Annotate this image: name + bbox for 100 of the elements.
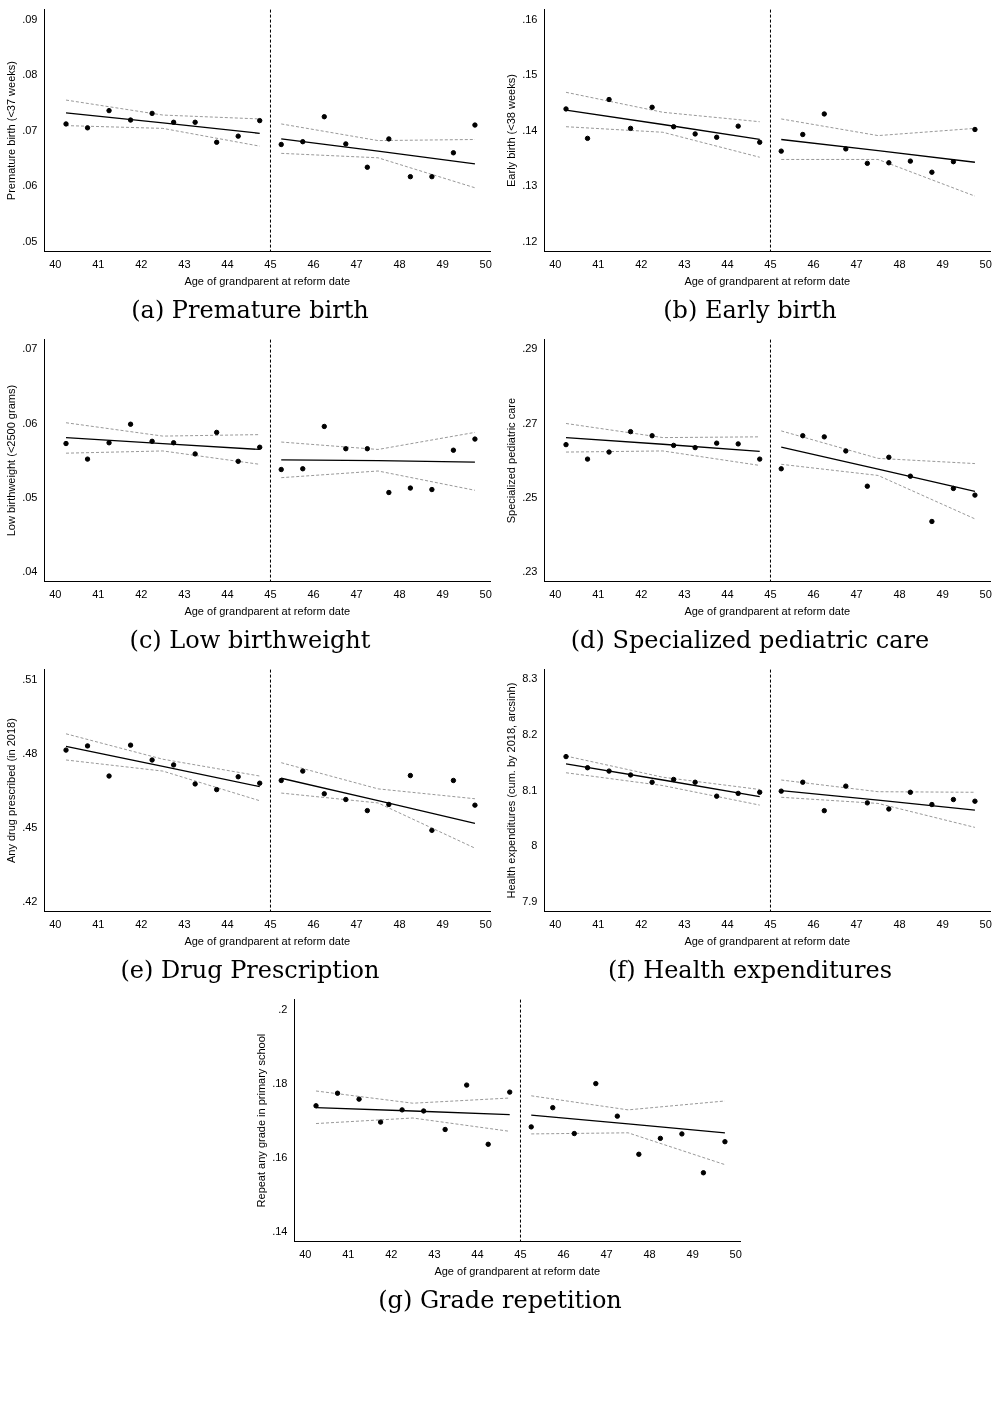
x-tick-label: 47 [850, 258, 863, 271]
x-tick-label: 44 [221, 258, 234, 271]
y-tick-label: .14 [522, 123, 538, 136]
x-tick-label: 48 [393, 918, 406, 931]
x-tick-label: 49 [936, 588, 949, 601]
y-tick-label: .16 [522, 12, 538, 25]
x-tick-label: 46 [807, 588, 820, 601]
y-tick-label: .45 [22, 820, 38, 833]
x-tick-label: 50 [479, 588, 492, 601]
y-tick-label: .06 [22, 179, 38, 192]
y-axis-title: Premature birth (<37 weeks) [4, 61, 17, 201]
y-tick-label: .42 [22, 894, 38, 907]
x-tick-label: 42 [385, 1248, 398, 1261]
text: (c) Low birthweight [129, 626, 371, 654]
x-axis-title: Age of grandparent at reform date [684, 935, 851, 948]
x-axis-title: Age of grandparent at reform date [184, 935, 351, 948]
x-tick-label: 42 [635, 588, 648, 601]
x-tick-label: 40 [49, 258, 62, 271]
y-tick-label: .12 [522, 234, 538, 247]
x-tick-label: 50 [979, 588, 992, 601]
x-tick-label: 49 [936, 918, 949, 931]
x-tick-label: 45 [264, 258, 277, 271]
y-axis-title: Specialized pediatric care [504, 397, 517, 524]
y-tick-label: .2 [278, 1002, 288, 1015]
x-tick-label: 48 [893, 588, 906, 601]
x-tick-label: 40 [49, 918, 62, 931]
x-tick-label: 41 [592, 918, 605, 931]
x-tick-label: 45 [764, 588, 777, 601]
x-tick-label: 46 [807, 918, 820, 931]
x-tick-label: 43 [678, 258, 691, 271]
x-tick-label: 40 [549, 918, 562, 931]
y-tick-label: 8.3 [522, 672, 538, 685]
text: (a) Premature birth [131, 296, 369, 324]
x-tick-label: 48 [893, 918, 906, 931]
x-tick-label: 49 [436, 918, 449, 931]
x-tick-label: 44 [721, 918, 734, 931]
x-tick-label: 41 [592, 258, 605, 271]
y-axis-title: Health expenditures (cum. by 2018, arcsinh) [504, 682, 517, 899]
y-tick-label: .05 [22, 490, 38, 503]
y-tick-label: .05 [22, 234, 38, 247]
y-tick-label: .29 [522, 342, 538, 355]
y-tick-label: .07 [22, 123, 38, 136]
x-axis-title: Age of grandparent at reform date [184, 275, 351, 288]
x-tick-label: 48 [893, 258, 906, 271]
x-axis-title: Age of grandparent at reform date [434, 1265, 601, 1278]
x-axis-title: Age of grandparent at reform date [684, 605, 851, 618]
x-tick-label: 47 [850, 588, 863, 601]
x-tick-label: 46 [307, 258, 320, 271]
y-axis-title: Low birthweight (<2500 grams) [4, 384, 17, 537]
x-tick-label: 43 [428, 1248, 441, 1261]
x-tick-label: 44 [471, 1248, 484, 1261]
x-tick-label: 40 [549, 258, 562, 271]
x-tick-label: 43 [678, 918, 691, 931]
y-tick-label: .25 [522, 490, 538, 503]
x-tick-label: 43 [678, 588, 691, 601]
y-tick-label: .09 [22, 12, 38, 25]
x-axis-title: Age of grandparent at reform date [684, 275, 851, 288]
x-tick-label: 46 [307, 918, 320, 931]
y-tick-label: 8 [531, 839, 538, 852]
x-tick-label: 50 [979, 918, 992, 931]
text: (f) Health expenditures [608, 956, 892, 984]
x-tick-label: 49 [436, 258, 449, 271]
x-tick-label: 48 [393, 588, 406, 601]
x-tick-label: 47 [850, 918, 863, 931]
text: (e) Drug Prescription [120, 956, 380, 984]
y-tick-label: .48 [22, 746, 38, 759]
y-tick-label: .07 [22, 342, 38, 355]
x-tick-label: 43 [178, 588, 191, 601]
x-tick-label: 49 [936, 258, 949, 271]
x-tick-label: 48 [393, 258, 406, 271]
y-tick-label: .16 [272, 1150, 288, 1163]
y-tick-label: .04 [22, 564, 38, 577]
x-tick-label: 43 [178, 258, 191, 271]
x-tick-label: 44 [721, 258, 734, 271]
x-tick-label: 42 [135, 258, 148, 271]
x-tick-label: 41 [592, 588, 605, 601]
x-tick-label: 50 [479, 918, 492, 931]
text: (b) Early birth [663, 296, 837, 324]
x-tick-label: 42 [635, 918, 648, 931]
y-axis-title: Repeat any grade in primary school [254, 1033, 267, 1208]
y-tick-label: .15 [522, 68, 538, 81]
y-tick-label: 8.1 [522, 783, 538, 796]
x-tick-label: 49 [436, 588, 449, 601]
x-tick-label: 50 [479, 258, 492, 271]
y-tick-label: .06 [22, 416, 38, 429]
y-tick-label: .51 [22, 672, 38, 685]
y-tick-label: .08 [22, 68, 38, 81]
x-tick-label: 50 [729, 1248, 742, 1261]
x-tick-label: 40 [299, 1248, 312, 1261]
x-tick-label: 41 [342, 1248, 355, 1261]
x-tick-label: 47 [350, 918, 363, 931]
y-tick-label: 8.2 [522, 727, 538, 740]
x-tick-label: 49 [686, 1248, 699, 1261]
x-tick-label: 46 [807, 258, 820, 271]
x-tick-label: 44 [221, 918, 234, 931]
x-tick-label: 42 [135, 918, 148, 931]
x-tick-label: 42 [135, 588, 148, 601]
y-tick-label: .23 [522, 564, 538, 577]
x-tick-label: 46 [307, 588, 320, 601]
y-tick-label: .27 [522, 416, 538, 429]
